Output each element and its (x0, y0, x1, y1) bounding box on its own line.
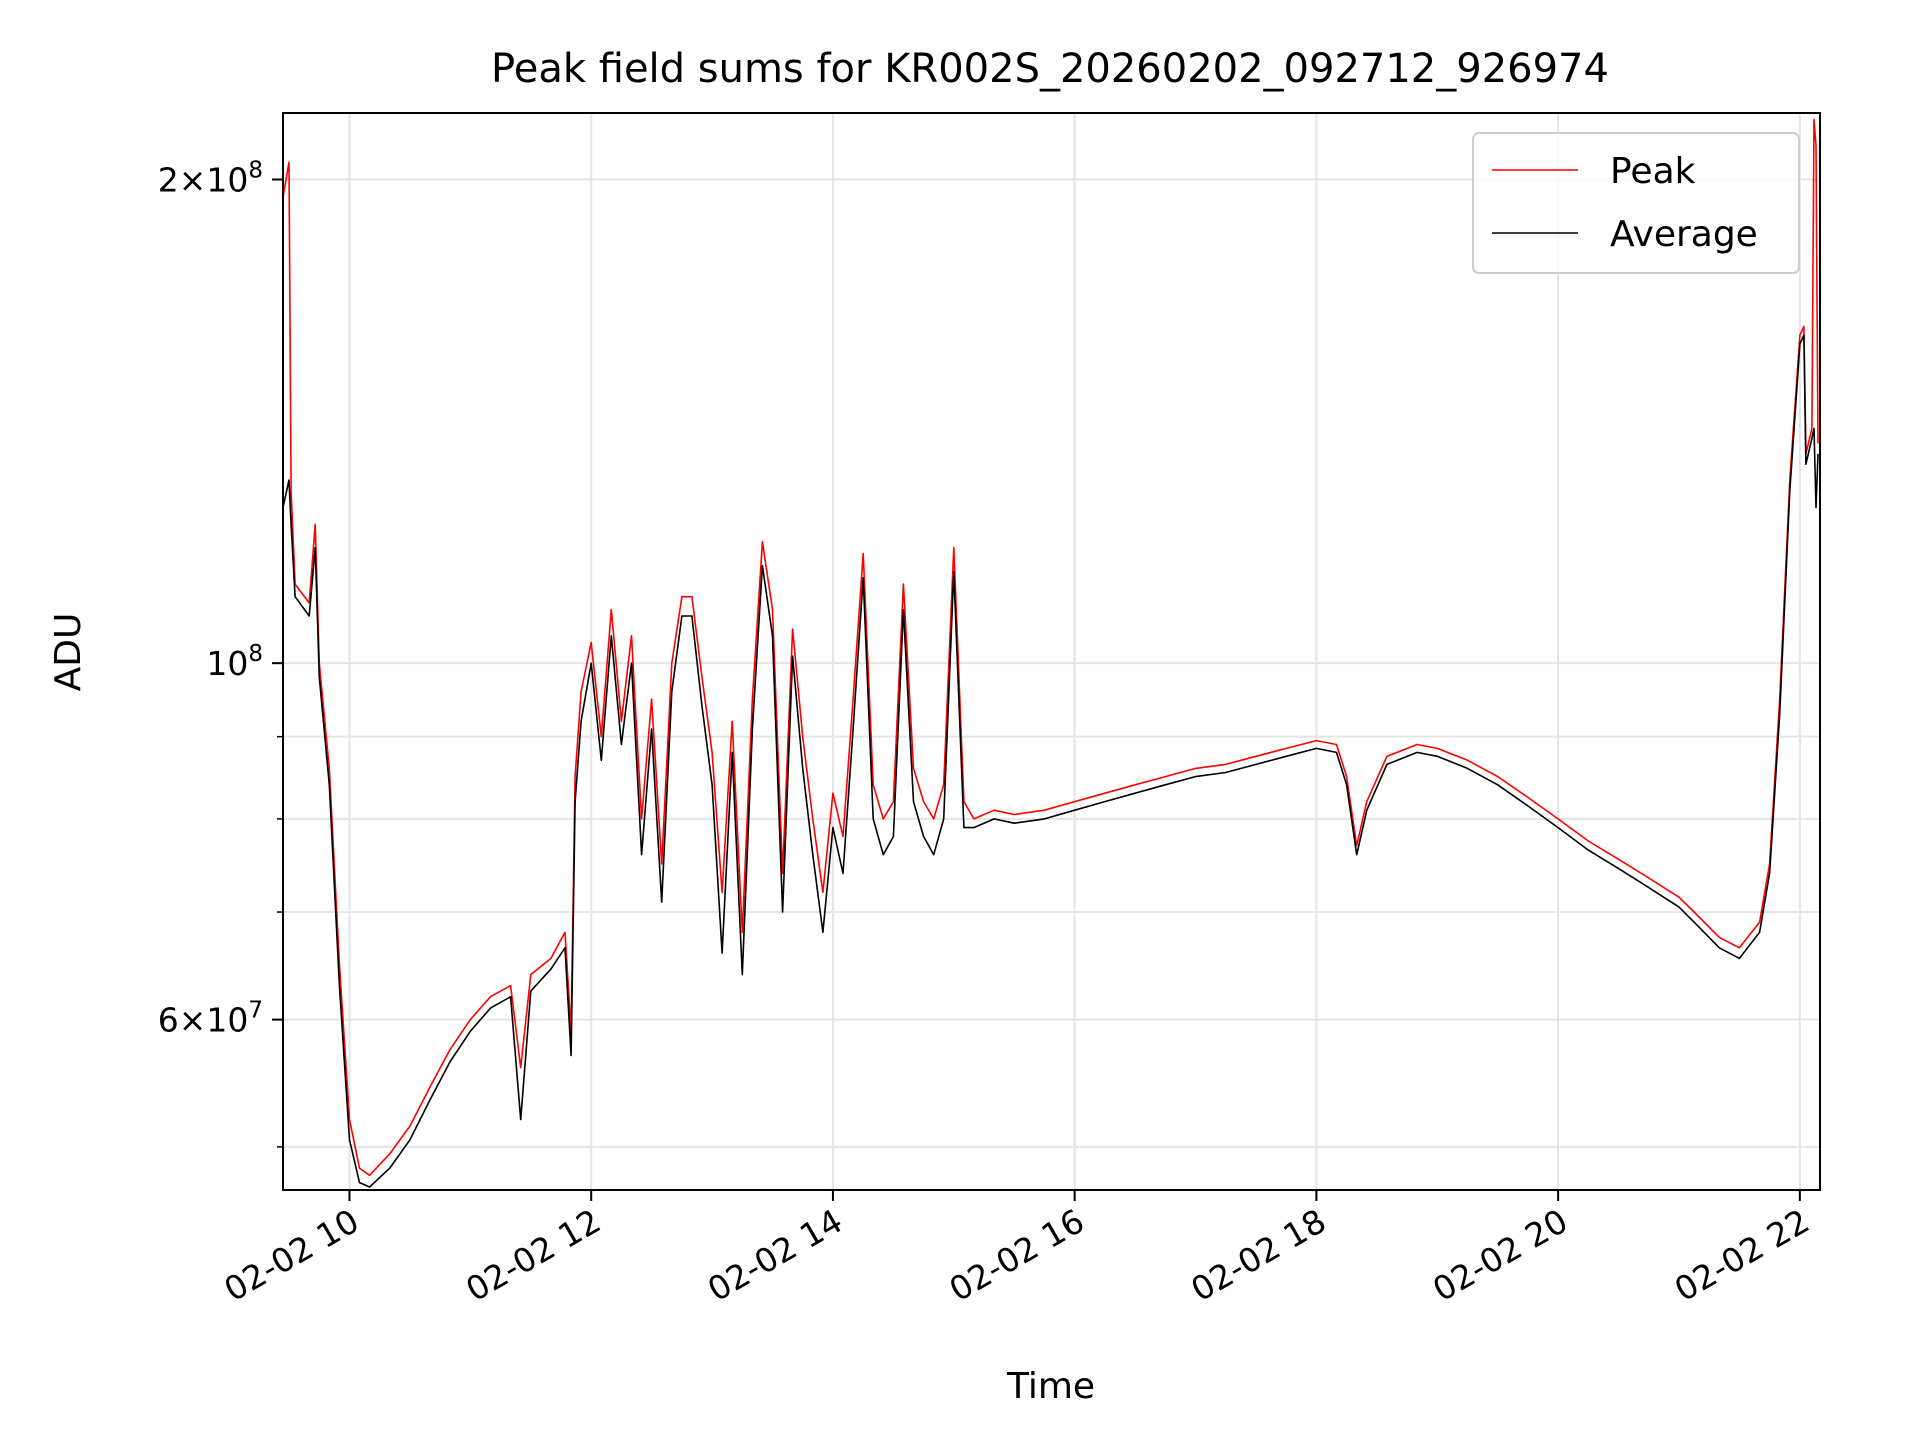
y-axis-label: ADU (48, 613, 89, 692)
series-layer (282, 118, 1819, 1188)
y-tick-times: × (179, 1001, 207, 1040)
y-tick-label: 2×108 (158, 158, 263, 200)
y-tick-exponent: 8 (248, 158, 263, 184)
grid-lines (283, 113, 1820, 1190)
y-tick-base: 10 (206, 644, 248, 683)
y-tick-label: 108 (206, 641, 263, 683)
y-tick-base: 10 (206, 161, 248, 200)
plot-area-frame (282, 112, 1821, 1191)
y-tick-exponent: 8 (248, 641, 263, 667)
series-line-average (282, 334, 1819, 1188)
y-tick-mantissa: 6 (158, 1001, 179, 1040)
y-tick-mantissa: 2 (158, 161, 179, 200)
y-tick-label: 6×107 (158, 998, 263, 1040)
legend: Peak Average (1472, 132, 1800, 274)
y-tick-base: 10 (206, 1001, 248, 1040)
legend-label-average: Average (1610, 214, 1758, 255)
x-axis-label: Time (1006, 1366, 1095, 1407)
chart-title: Peak field sums for KR002S_20260202_0927… (491, 46, 1609, 92)
y-tick-times: × (179, 161, 207, 200)
legend-box (1472, 132, 1800, 274)
series-line-peak (282, 118, 1819, 1177)
y-tick-exponent: 7 (248, 998, 263, 1024)
legend-label-peak: Peak (1610, 151, 1696, 192)
